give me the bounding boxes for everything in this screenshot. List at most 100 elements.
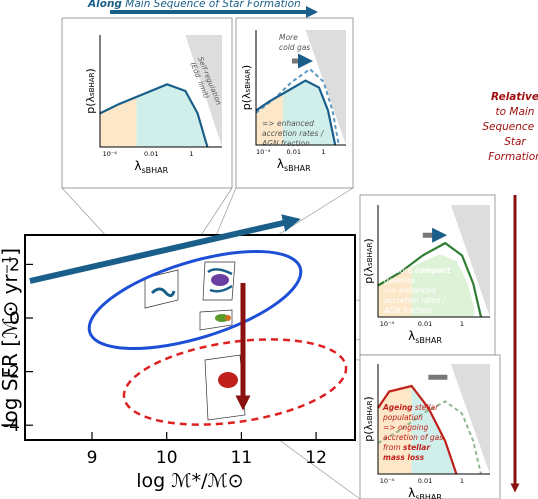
galaxy-icons [150, 268, 238, 388]
inset-x-label: λsBHAR [134, 159, 168, 175]
bold: Ageing [382, 403, 413, 412]
inset-tick-label: 1 [321, 148, 325, 156]
note: accretion rates / [384, 296, 447, 305]
symbol: λ [408, 329, 415, 343]
inset-y-label: p(λsBHAR) [362, 238, 375, 283]
symbol: p(λ [362, 265, 375, 283]
inset-tick-label: 10⁻⁴ [380, 320, 395, 328]
label-rest: Main Sequence of Star Formation [125, 0, 300, 10]
main-frame [24, 234, 356, 441]
inset-tick-label: 1 [189, 150, 193, 158]
inset-tick-label: 0.01 [144, 150, 158, 158]
y-tick-label: 0 [9, 309, 20, 329]
plain: from [383, 443, 403, 452]
inset-x-label: λsBHAR [408, 329, 442, 345]
inset-axes [255, 30, 346, 146]
inset-axes [99, 35, 222, 148]
region-low [378, 386, 412, 474]
curve-previous [377, 400, 482, 475]
subscript: sBHAR [141, 166, 168, 175]
curve [377, 241, 483, 318]
inset-tick-label: 1 [460, 477, 464, 485]
region-mid [136, 84, 205, 147]
grey-limit [450, 364, 490, 474]
note: from stellar [383, 443, 431, 452]
symbol: λ [408, 486, 415, 499]
y-tick-label: 2 [9, 255, 20, 275]
mini-boxes [144, 261, 246, 421]
y-tick-label: -2 [3, 363, 20, 383]
bold: compact [415, 266, 451, 275]
x-axis-label: log ℳ*/ℳ⊙ [136, 470, 243, 492]
bold: stellar [403, 443, 431, 452]
x-tick-label: 11 [231, 448, 253, 468]
note: => ongoing [383, 423, 428, 432]
symbol: p(λ [84, 95, 97, 113]
inset-tick-label: 10⁻⁴ [380, 477, 395, 485]
main-sequence-ellipse [87, 249, 303, 351]
top-arrow-label: Along Main Sequence of Star Formation [87, 0, 301, 10]
label-line: Formation [488, 151, 538, 163]
paren: ) [240, 65, 253, 69]
subscript: sBHAR [244, 69, 252, 93]
symbol: p(λ [362, 423, 375, 441]
main-axes: 9 10 11 12 2 0 -2 -4 [3, 255, 327, 468]
note: AGN fraction- [383, 306, 435, 315]
note: AGN fraction [261, 139, 310, 148]
inset-axes [377, 364, 490, 475]
label-bold: Relative [491, 91, 538, 103]
inset-x-label: λsBHAR [277, 157, 311, 173]
inset-tick-label: 10⁻⁴ [103, 150, 118, 158]
x-tick-label: 12 [305, 448, 327, 468]
symbol: λ [134, 159, 141, 173]
paren: ) [362, 238, 375, 242]
note: => enhanced [384, 286, 436, 295]
subscript: sBHAR [88, 72, 96, 96]
symbol: λ [277, 157, 284, 171]
region-mid [411, 254, 475, 317]
label-bold: Along [87, 0, 122, 10]
plain: ≈ more [384, 266, 415, 275]
inset-tick-label: 0.01 [287, 148, 301, 156]
note: cold gas [279, 43, 310, 52]
region-mid [411, 386, 457, 474]
x-tick-label: 10 [156, 448, 178, 468]
subscript: sBHAR [415, 336, 442, 345]
paren: ) [362, 396, 375, 400]
quiescent-ellipse [122, 338, 348, 426]
inset-tick-label: 0.01 [418, 320, 432, 328]
note: accretion of gas [383, 433, 443, 442]
inset-x-label: λsBHAR [408, 486, 442, 499]
subscript: sBHAR [284, 164, 311, 173]
note: ≈ more compact [384, 266, 451, 275]
note: Sub-MS [384, 256, 412, 265]
note: Ageing stellar [382, 403, 439, 412]
along-arrow [29, 214, 301, 284]
grey-limit [185, 35, 222, 147]
y-tick-label: -4 [3, 416, 20, 436]
grey-limit [450, 205, 490, 317]
inset-tick-label: 10⁻⁴ [256, 148, 271, 156]
label-line: to Main [496, 106, 535, 118]
inset-tick-label: 1 [460, 320, 464, 328]
inset-y-label: p(λsBHAR) [84, 68, 97, 113]
note: => enhanced [262, 119, 314, 128]
subscript: sBHAR [366, 400, 374, 424]
subscript: sBHAR [366, 242, 374, 266]
note: More [279, 33, 298, 42]
curve [255, 79, 337, 146]
note: galaxies [384, 276, 415, 285]
inset-y-label: p(λsBHAR) [362, 396, 375, 441]
note: population [382, 413, 423, 422]
y-axis-label: log SFR [ℳ⊙ yr⁻¹] [0, 248, 22, 428]
inset-tick-label: 0.01 [418, 477, 432, 485]
side-arrow-label: Relative to Main Sequence of Star Format… [482, 91, 538, 163]
note: mass loss [383, 453, 425, 462]
subscript: sBHAR [415, 493, 442, 499]
curve [377, 384, 458, 475]
x-tick-label: 9 [87, 448, 98, 468]
curve [99, 83, 209, 148]
label-line: Sequence of [482, 121, 538, 133]
